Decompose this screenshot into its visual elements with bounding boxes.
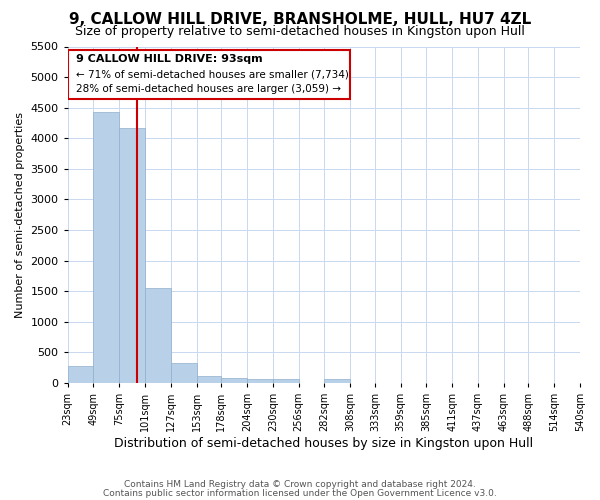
Text: 9 CALLOW HILL DRIVE: 93sqm: 9 CALLOW HILL DRIVE: 93sqm [76, 54, 262, 64]
Bar [68, 366, 94, 383]
Bar [145, 288, 171, 383]
Bar [197, 376, 221, 383]
Bar [325, 380, 350, 383]
Bar [119, 128, 145, 383]
Bar [221, 378, 247, 383]
X-axis label: Distribution of semi-detached houses by size in Kingston upon Hull: Distribution of semi-detached houses by … [114, 437, 533, 450]
Text: 28% of semi-detached houses are larger (3,059) →: 28% of semi-detached houses are larger (… [76, 84, 341, 94]
Text: Contains HM Land Registry data © Crown copyright and database right 2024.: Contains HM Land Registry data © Crown c… [124, 480, 476, 489]
FancyBboxPatch shape [68, 50, 350, 99]
Text: Size of property relative to semi-detached houses in Kingston upon Hull: Size of property relative to semi-detach… [75, 25, 525, 38]
Bar [273, 379, 299, 383]
Text: 9, CALLOW HILL DRIVE, BRANSHOLME, HULL, HU7 4ZL: 9, CALLOW HILL DRIVE, BRANSHOLME, HULL, … [69, 12, 531, 28]
Bar [94, 112, 119, 383]
Text: ← 71% of semi-detached houses are smaller (7,734): ← 71% of semi-detached houses are smalle… [76, 70, 349, 80]
Bar [247, 379, 273, 383]
Text: Contains public sector information licensed under the Open Government Licence v3: Contains public sector information licen… [103, 488, 497, 498]
Bar [171, 363, 197, 383]
Y-axis label: Number of semi-detached properties: Number of semi-detached properties [15, 112, 25, 318]
